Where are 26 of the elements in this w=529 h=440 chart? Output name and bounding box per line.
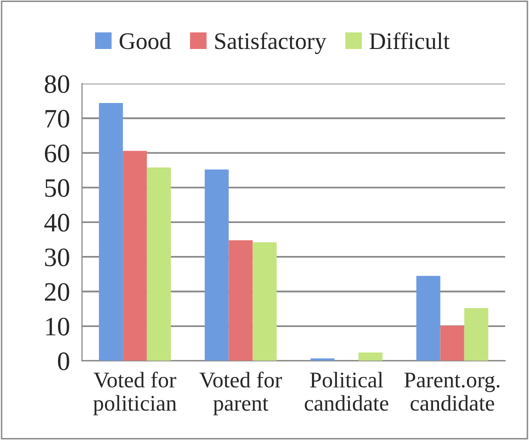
legend-label: Difficult — [370, 32, 450, 50]
y-tick-label: 70 — [46, 110, 70, 128]
bar — [416, 276, 440, 361]
x-tick-label: Parent.org. candidate — [404, 372, 500, 411]
y-tick-label: 40 — [44, 214, 70, 232]
y-tick-label: 30 — [45, 248, 70, 266]
legend-label: Satisfactory — [215, 32, 326, 54]
y-tick-label: 20 — [44, 283, 70, 301]
bar — [146, 167, 171, 361]
bar — [252, 242, 277, 361]
y-tick-label: 0 — [58, 352, 70, 370]
bar — [122, 150, 147, 361]
y-tick-label: 10 — [46, 318, 70, 336]
y-tick-label: 60 — [44, 144, 70, 162]
y-tick-label: 80 — [44, 75, 70, 94]
bar — [204, 170, 229, 361]
y-tick-label: 50 — [45, 179, 70, 197]
x-tick-label: Political candidate — [304, 372, 388, 411]
x-tick-label: Voted for parent — [199, 372, 282, 416]
legend-label: Good — [120, 32, 171, 50]
bar — [464, 308, 488, 361]
bar — [98, 103, 123, 361]
bar — [440, 326, 464, 361]
bar — [228, 240, 253, 361]
x-tick-label: Voted for politician — [93, 372, 177, 416]
bar — [358, 352, 382, 361]
